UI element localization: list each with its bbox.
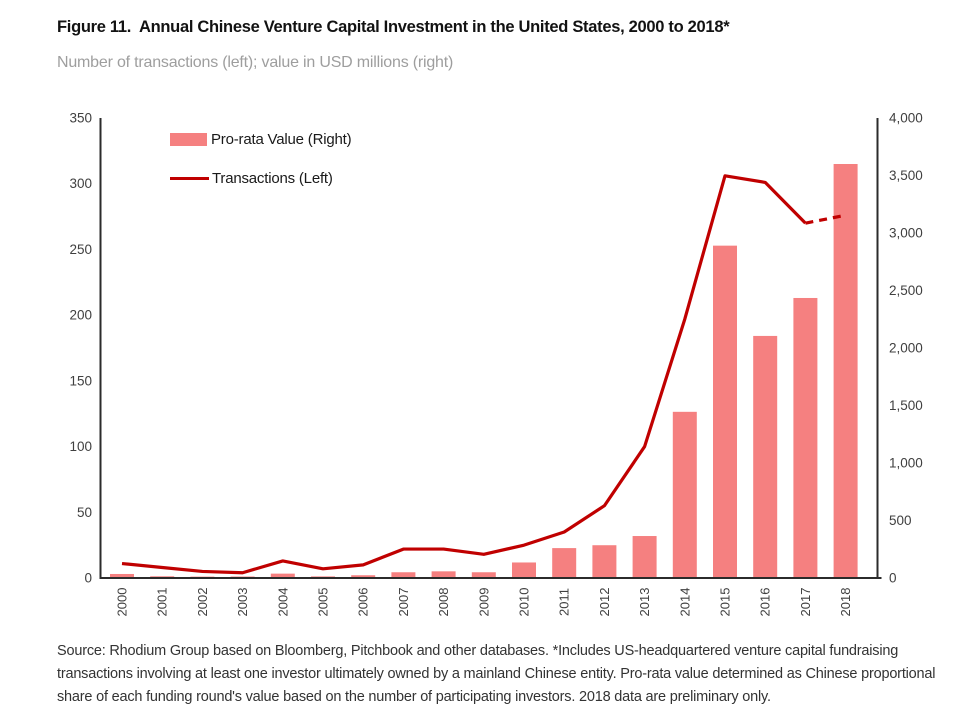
chart-legend: Pro-rata Value (Right) Transactions (Lef… xyxy=(170,131,352,187)
bar-2000 xyxy=(110,573,134,578)
x-axis-label-2004: 2004 xyxy=(275,588,290,617)
bar-2009 xyxy=(471,572,496,578)
left-axis-tick: 50 xyxy=(77,505,92,520)
left-axis-tick: 0 xyxy=(84,571,92,586)
right-axis-tick: 3,000 xyxy=(889,226,923,241)
x-axis-label-2002: 2002 xyxy=(195,588,210,617)
bar-2014 xyxy=(672,411,697,578)
legend-label-transactions: Transactions (Left) xyxy=(212,170,333,187)
bar-2011 xyxy=(552,548,577,578)
bar-2013 xyxy=(632,536,657,578)
x-axis-label-2013: 2013 xyxy=(637,588,652,617)
x-axis-label-2003: 2003 xyxy=(235,588,250,617)
bar-2012 xyxy=(592,545,617,578)
x-axis-label-2007: 2007 xyxy=(396,588,411,617)
axes-lines xyxy=(99,118,882,579)
x-axis-label-2012: 2012 xyxy=(597,588,612,617)
transactions-line-solid xyxy=(121,174,807,575)
x-axis-label-2006: 2006 xyxy=(356,588,371,617)
right-axis-tick: 3,500 xyxy=(889,168,923,183)
right-axis-tick: 1,000 xyxy=(889,456,923,471)
x-axis-label-2001: 2001 xyxy=(155,588,170,617)
x-axis-label-2016: 2016 xyxy=(758,588,773,617)
transactions-line-dashed-preliminary xyxy=(805,213,846,225)
bar-2017 xyxy=(793,297,818,578)
left-axis-tick: 200 xyxy=(69,308,92,323)
legend-label-prorata: Pro-rata Value (Right) xyxy=(211,131,352,148)
bar-2015 xyxy=(713,245,737,578)
x-axis-label-2018: 2018 xyxy=(838,588,853,617)
bar-2007 xyxy=(391,572,416,578)
line-swatch-icon xyxy=(170,176,209,181)
x-axis-label-2010: 2010 xyxy=(517,588,532,617)
left-axis-tick: 350 xyxy=(69,111,92,126)
bar-2006 xyxy=(351,575,376,578)
legend-item-transactions: Transactions (Left) xyxy=(170,170,351,187)
left-axis-tick: 300 xyxy=(69,176,92,191)
figure-title: Figure 11. Annual Chinese Venture Capita… xyxy=(57,18,730,36)
right-axis-tick: 500 xyxy=(889,513,912,528)
left-axis-tick: 250 xyxy=(69,242,92,257)
bar-swatch-icon xyxy=(170,133,207,146)
x-axis-label-2009: 2009 xyxy=(476,588,491,617)
x-axis-label-2005: 2005 xyxy=(316,588,331,617)
x-axis-label-2008: 2008 xyxy=(436,588,451,617)
source-note: Source: Rhodium Group based on Bloomberg… xyxy=(57,643,936,706)
x-axis-label-2017: 2017 xyxy=(798,588,813,617)
right-axis-tick: 2,500 xyxy=(889,283,923,298)
right-axis-tick: 4,000 xyxy=(889,111,923,126)
left-axis-tick: 100 xyxy=(69,439,92,454)
bar-2018 xyxy=(833,164,858,578)
right-axis-tick: 2,000 xyxy=(889,341,923,356)
bar-2010 xyxy=(512,562,536,578)
left-axis-tick: 150 xyxy=(69,373,92,388)
right-axis-tick: 1,500 xyxy=(889,398,923,413)
right-axis-tick: 0 xyxy=(889,571,897,586)
bar-2008 xyxy=(431,571,456,578)
bar-2016 xyxy=(753,335,778,578)
x-axis-label-2014: 2014 xyxy=(677,588,692,617)
x-axis-label-2000: 2000 xyxy=(115,588,130,617)
x-axis-label-2015: 2015 xyxy=(718,588,733,617)
legend-item-prorata-value: Pro-rata Value (Right) xyxy=(170,131,352,148)
x-axis-label-2011: 2011 xyxy=(557,588,572,616)
figure-subtitle: Number of transactions (left); value in … xyxy=(57,54,454,71)
bar-2004 xyxy=(270,573,295,578)
